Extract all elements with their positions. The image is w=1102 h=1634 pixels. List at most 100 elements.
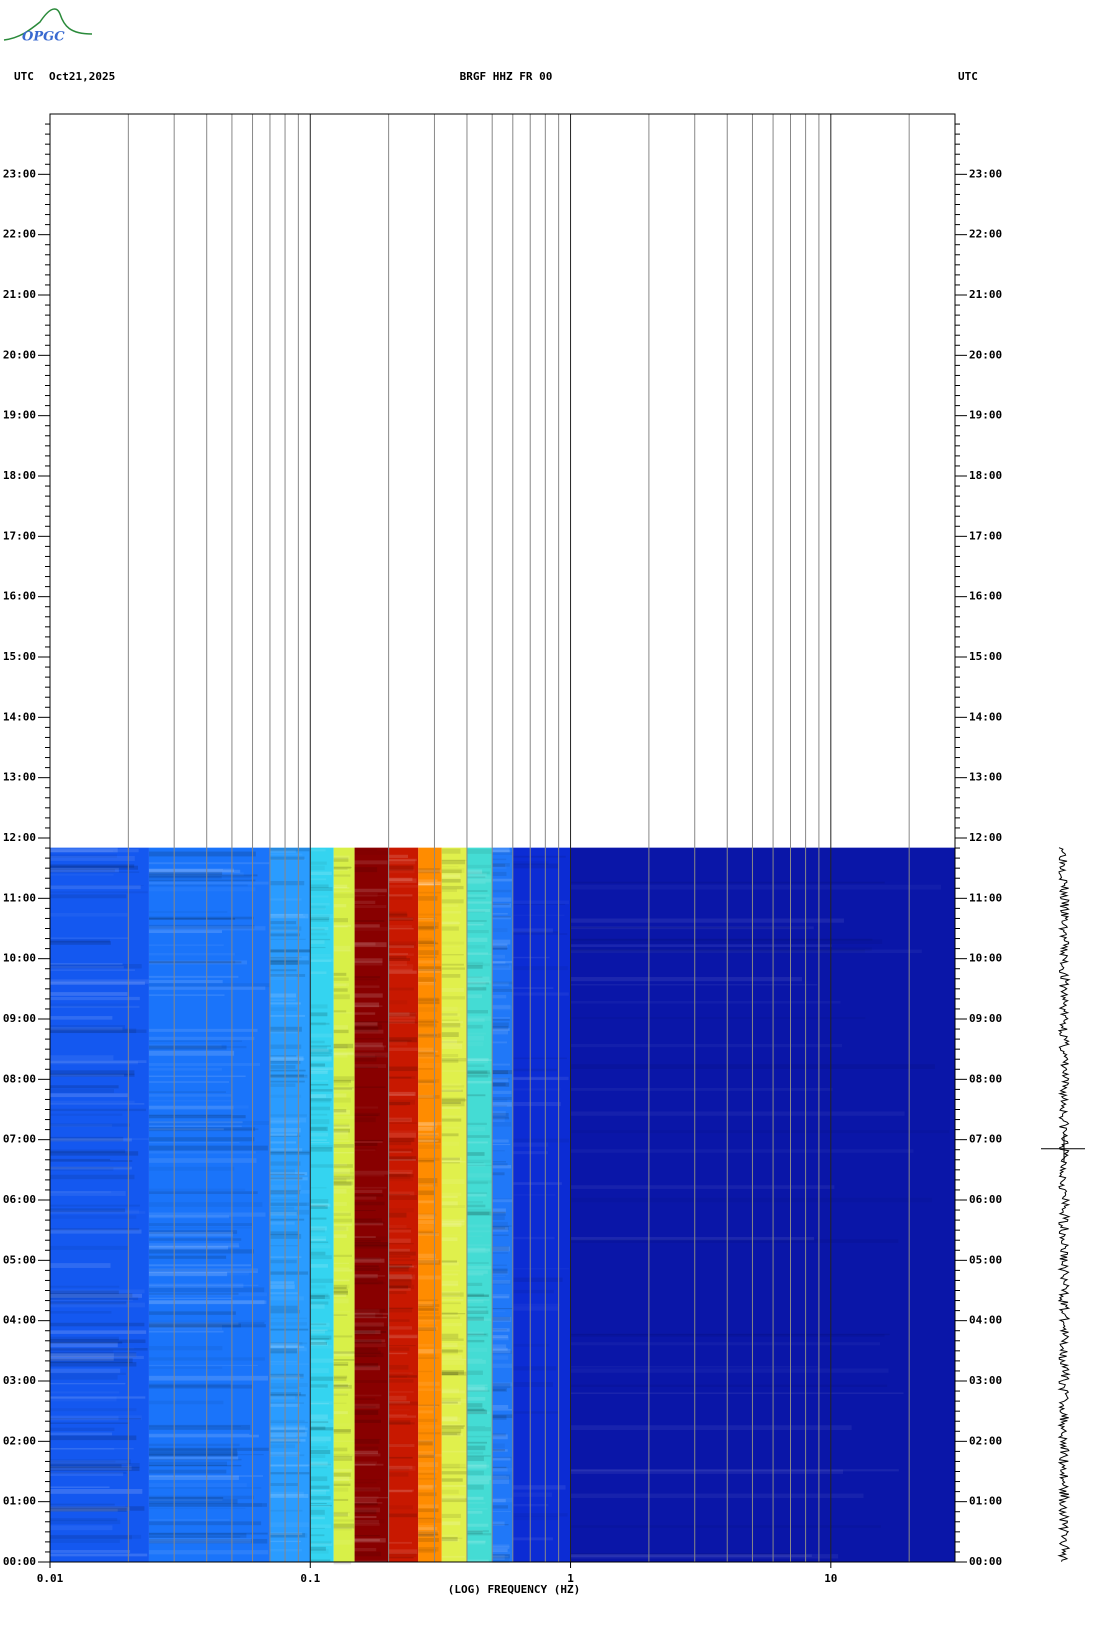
- spectral-streak: [148, 1114, 233, 1116]
- spectral-streak: [512, 1382, 554, 1388]
- spectral-streak: [441, 1222, 462, 1227]
- spectral-streak: [571, 885, 941, 890]
- spectral-streak: [50, 1517, 118, 1522]
- spectral-streak: [418, 1019, 437, 1022]
- spectral-streak: [50, 1553, 148, 1557]
- spectral-streak: [310, 1330, 326, 1334]
- spectral-streak: [466, 953, 492, 955]
- spectral-streak: [310, 1368, 329, 1374]
- spectral-streak: [570, 939, 883, 945]
- spectral-streak: [355, 1174, 385, 1176]
- x-axis-label: (LOG) FREQUENCY (HZ): [448, 1583, 580, 1596]
- spectral-streak: [441, 1398, 467, 1404]
- spectral-streak: [466, 1384, 488, 1387]
- spectral-streak: [441, 1089, 463, 1092]
- spectral-streak: [418, 1439, 433, 1443]
- spectral-streak: [466, 1529, 484, 1533]
- spectral-streak: [310, 1304, 325, 1309]
- spectral-streak: [492, 1070, 509, 1075]
- spectral-streak: [50, 850, 113, 852]
- spectral-streak: [466, 1126, 486, 1132]
- spectral-streak: [333, 1202, 347, 1206]
- spectral-streak: [333, 1393, 349, 1396]
- spectral-streak: [148, 1125, 242, 1127]
- spectral-streak: [354, 1326, 388, 1331]
- spectral-streak: [466, 982, 486, 986]
- spectral-streak: [441, 1471, 467, 1475]
- spectral-streak: [354, 1273, 378, 1279]
- spectral-streak: [492, 863, 510, 867]
- spectral-streak: [512, 1076, 569, 1081]
- spectral-streak: [418, 1548, 436, 1554]
- spectral-streak: [512, 1537, 553, 1541]
- spectral-streak: [310, 1343, 328, 1346]
- spectral-streak: [418, 1079, 440, 1083]
- spectral-streak: [441, 1219, 465, 1222]
- spectral-streak: [148, 887, 256, 892]
- spectral-streak: [418, 1203, 435, 1204]
- spectral-streak: [148, 1532, 268, 1535]
- spectral-streak: [333, 1226, 349, 1232]
- spectral-streak: [355, 851, 389, 855]
- spectral-streak: [388, 1375, 418, 1378]
- spectral-streak: [441, 1118, 462, 1122]
- spectral-streak: [333, 983, 350, 987]
- spectral-streak: [388, 1212, 407, 1218]
- spectral-streak: [269, 1231, 299, 1236]
- spectral-streak: [418, 1425, 441, 1429]
- spectral-streak: [269, 1172, 308, 1176]
- spectral-streak: [466, 1496, 484, 1500]
- spectral-streak: [571, 1017, 866, 1019]
- spectral-streak: [270, 1420, 305, 1422]
- spectral-streak: [441, 1013, 458, 1016]
- spectral-streak: [310, 1516, 325, 1520]
- spectral-streak: [492, 928, 507, 932]
- spectral-streak: [388, 1191, 415, 1196]
- spectral-streak: [492, 1467, 508, 1472]
- spectral-streak: [148, 1561, 244, 1567]
- spectral-streak: [492, 1022, 509, 1028]
- spectral-streak: [333, 1181, 354, 1186]
- y-tick-label: 13:00: [3, 771, 36, 784]
- spectral-streak: [441, 1484, 466, 1487]
- spectral-streak: [148, 1269, 257, 1271]
- spectral-streak: [466, 875, 492, 881]
- spectral-streak: [388, 877, 413, 882]
- spectral-streak: [354, 1329, 376, 1335]
- spectral-streak: [418, 997, 439, 1002]
- spectral-streak: [388, 1335, 418, 1339]
- spectral-streak: [269, 916, 306, 918]
- spectral-streak: [310, 1524, 331, 1529]
- spectral-streak: [466, 1306, 488, 1309]
- spectral-streak: [354, 1026, 379, 1032]
- spectral-streak: [269, 1074, 308, 1079]
- spectral-streak: [148, 1036, 255, 1041]
- spectral-streak: [418, 1178, 438, 1184]
- spectral-streak: [466, 1058, 488, 1063]
- spectral-band: [570, 847, 955, 1562]
- spectral-streak: [50, 868, 115, 872]
- spectral-streak: [512, 1194, 556, 1196]
- spectral-streak: [441, 1344, 466, 1348]
- spectral-streak: [492, 1497, 513, 1503]
- spectral-streak: [269, 1233, 302, 1239]
- spectral-streak: [310, 1490, 327, 1495]
- spectral-streak: [333, 1377, 347, 1381]
- spectral-streak: [50, 1113, 123, 1116]
- spectral-streak: [333, 1498, 349, 1501]
- spectral-streak: [388, 865, 414, 871]
- spectral-streak: [418, 1405, 439, 1408]
- spectral-streak: [334, 1315, 348, 1317]
- spectral-streak: [466, 1247, 486, 1251]
- spectral-streak: [310, 1421, 329, 1424]
- spectral-streak: [50, 1465, 132, 1471]
- spectral-streak: [333, 1134, 349, 1140]
- spectral-streak: [492, 1165, 512, 1169]
- spectral-streak: [310, 953, 331, 958]
- spectral-streak: [466, 1273, 484, 1276]
- spectral-streak: [310, 1502, 327, 1504]
- spectral-streak: [334, 1423, 352, 1426]
- spectral-streak: [354, 1280, 384, 1285]
- spectral-streak: [310, 1323, 327, 1326]
- spectral-streak: [441, 1133, 459, 1137]
